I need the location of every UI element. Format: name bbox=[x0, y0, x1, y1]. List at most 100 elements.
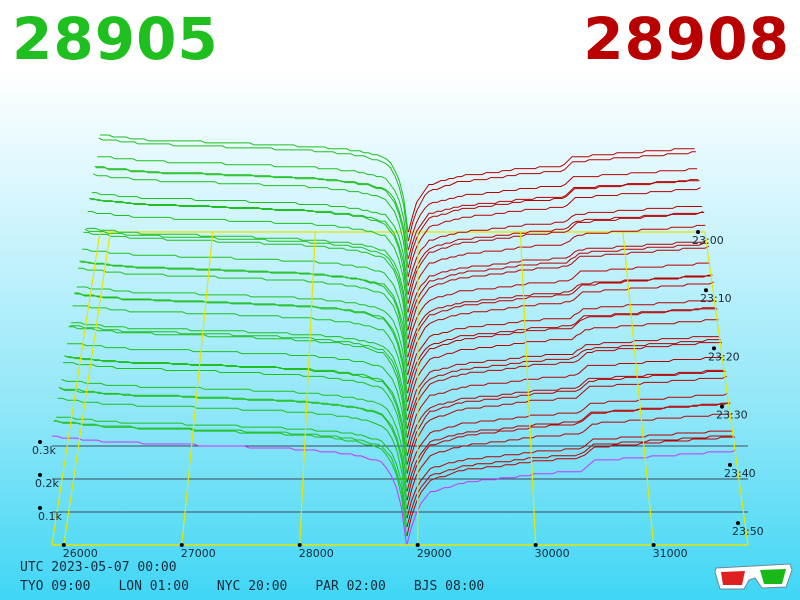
ask-snapshot-line bbox=[407, 168, 698, 251]
bid-series bbox=[52, 134, 409, 546]
bid-snapshot-line bbox=[84, 228, 409, 331]
clock-bjs: BJS 08:00 bbox=[413, 579, 485, 594]
bid-snapshot-line bbox=[91, 192, 409, 286]
ask-snapshot-line bbox=[407, 187, 701, 277]
ask-price: 28908 bbox=[583, 5, 790, 73]
ask-snapshot-line bbox=[406, 369, 725, 456]
bid-snapshot-line bbox=[83, 231, 409, 340]
bid-snapshot-line bbox=[65, 356, 408, 456]
ask-snapshot-line bbox=[407, 300, 715, 385]
time-tick-label: 23:40 bbox=[724, 467, 756, 480]
bid-snapshot-line bbox=[63, 362, 408, 474]
ask-snapshot-line bbox=[406, 342, 722, 438]
y-tick-label: 0.2k bbox=[35, 477, 59, 490]
bid-snapshot-line bbox=[71, 322, 408, 420]
bid-snapshot-line bbox=[68, 326, 408, 438]
ask-snapshot-line bbox=[407, 262, 711, 349]
ask-snapshot-line bbox=[407, 307, 717, 394]
bid-snapshot-line bbox=[60, 387, 408, 492]
y-tick-dot bbox=[38, 473, 42, 477]
ask-snapshot-line bbox=[406, 413, 732, 510]
y-tick-label: 0.1k bbox=[38, 510, 62, 523]
ask-snapshot-line bbox=[407, 242, 708, 331]
ask-snapshot-line bbox=[407, 239, 707, 322]
y-tick-label: 0.3k bbox=[32, 444, 56, 457]
price-grid-line bbox=[63, 231, 111, 546]
bid-snapshot-line bbox=[73, 292, 408, 402]
world-clocks: TYO 09:00 LON 01:00 NYC 20:00 PAR 02:00 … bbox=[20, 579, 484, 594]
ask-snapshot-line bbox=[407, 224, 706, 313]
ask-snapshot-line bbox=[407, 179, 699, 259]
x-tick-label: 28000 bbox=[299, 547, 334, 560]
time-tick-label: 23:30 bbox=[716, 409, 748, 422]
bid-snapshot-line bbox=[92, 173, 409, 277]
side-edge-line bbox=[51, 231, 101, 546]
ask-snapshot-line bbox=[407, 274, 713, 367]
ask-snapshot-line bbox=[407, 245, 710, 340]
x-tick-label: 26000 bbox=[63, 547, 98, 560]
bid-snapshot-line bbox=[82, 248, 408, 349]
time-tick-dot bbox=[696, 230, 700, 234]
x-tick-label: 31000 bbox=[653, 547, 688, 560]
ask-snapshot-line bbox=[407, 212, 705, 304]
x-tick-dot bbox=[533, 543, 538, 547]
clock-nyc: NYC 20:00 bbox=[216, 579, 288, 594]
bid-snapshot-line bbox=[98, 137, 409, 241]
bid-snapshot-line bbox=[97, 156, 409, 250]
price-grid-line bbox=[299, 231, 316, 546]
time-tick-label: 23:50 bbox=[732, 525, 764, 538]
ask-snapshot-line bbox=[407, 210, 704, 295]
x-tick-label: 29000 bbox=[417, 547, 452, 560]
bid-snapshot-line bbox=[54, 419, 408, 528]
bid-snapshot-line bbox=[89, 198, 409, 304]
bid-snapshot-line bbox=[80, 261, 408, 358]
time-tick-dot bbox=[703, 288, 708, 293]
time-tick-dot bbox=[727, 462, 732, 467]
ask-snapshot-line bbox=[407, 281, 714, 376]
x-tick-label: 27000 bbox=[181, 547, 216, 560]
ask-snapshot-line bbox=[406, 435, 734, 528]
bid-snapshot-line bbox=[69, 325, 408, 429]
ask-snapshot-line bbox=[407, 336, 720, 420]
ask-snapshot-line bbox=[407, 148, 695, 233]
clock-par: PAR 02:00 bbox=[315, 579, 386, 594]
bid-snapshot-line bbox=[72, 305, 408, 411]
bid-snapshot-line bbox=[57, 397, 408, 510]
ask-snapshot-line bbox=[407, 308, 718, 403]
x-tick-dot bbox=[179, 543, 184, 547]
ask-snapshot-line bbox=[406, 375, 727, 474]
ask-snapshot-line bbox=[406, 401, 730, 492]
ask-series bbox=[406, 148, 737, 546]
price-grid-line bbox=[622, 231, 655, 546]
bid-snapshot-line bbox=[58, 386, 408, 501]
bid-snapshot-line bbox=[86, 227, 409, 322]
clock-lon: LON 01:00 bbox=[118, 579, 189, 594]
ask-snapshot-line bbox=[407, 319, 719, 412]
bid-snapshot-line bbox=[53, 420, 407, 537]
bid-snapshot-line bbox=[94, 166, 409, 268]
axis-labels: 26000 27000 28000 29000 30000 31000 0.1k 0.2k 0.… bbox=[32, 230, 764, 560]
y-tick-dot bbox=[38, 440, 42, 444]
bid-snapshot-line bbox=[52, 435, 407, 546]
utc-timestamp: UTC 2023-05-07 00:00 bbox=[20, 560, 177, 575]
ask-snapshot-line bbox=[407, 206, 702, 286]
3d-glasses-icon[interactable] bbox=[714, 560, 794, 592]
ask-snapshot-line bbox=[407, 151, 696, 242]
time-tick-label: 23:00 bbox=[692, 234, 724, 247]
x-tick-dot bbox=[297, 543, 302, 547]
time-tick-dot bbox=[711, 346, 716, 351]
time-tick-label: 23:10 bbox=[700, 292, 732, 305]
bid-snapshot-line bbox=[67, 343, 408, 447]
x-tick-label: 30000 bbox=[535, 547, 570, 560]
side-edge-line bbox=[704, 231, 749, 546]
price-grid-line bbox=[181, 231, 214, 546]
time-tick-dot bbox=[735, 521, 740, 526]
bid-snapshot-line bbox=[95, 167, 409, 259]
bid-price: 28905 bbox=[12, 5, 219, 73]
ask-snapshot-line bbox=[406, 449, 737, 546]
ask-snapshot-line bbox=[407, 180, 700, 268]
bid-snapshot-line bbox=[87, 211, 409, 313]
clock-tyo: TYO 09:00 bbox=[20, 579, 91, 594]
ask-snapshot-line bbox=[406, 339, 721, 429]
